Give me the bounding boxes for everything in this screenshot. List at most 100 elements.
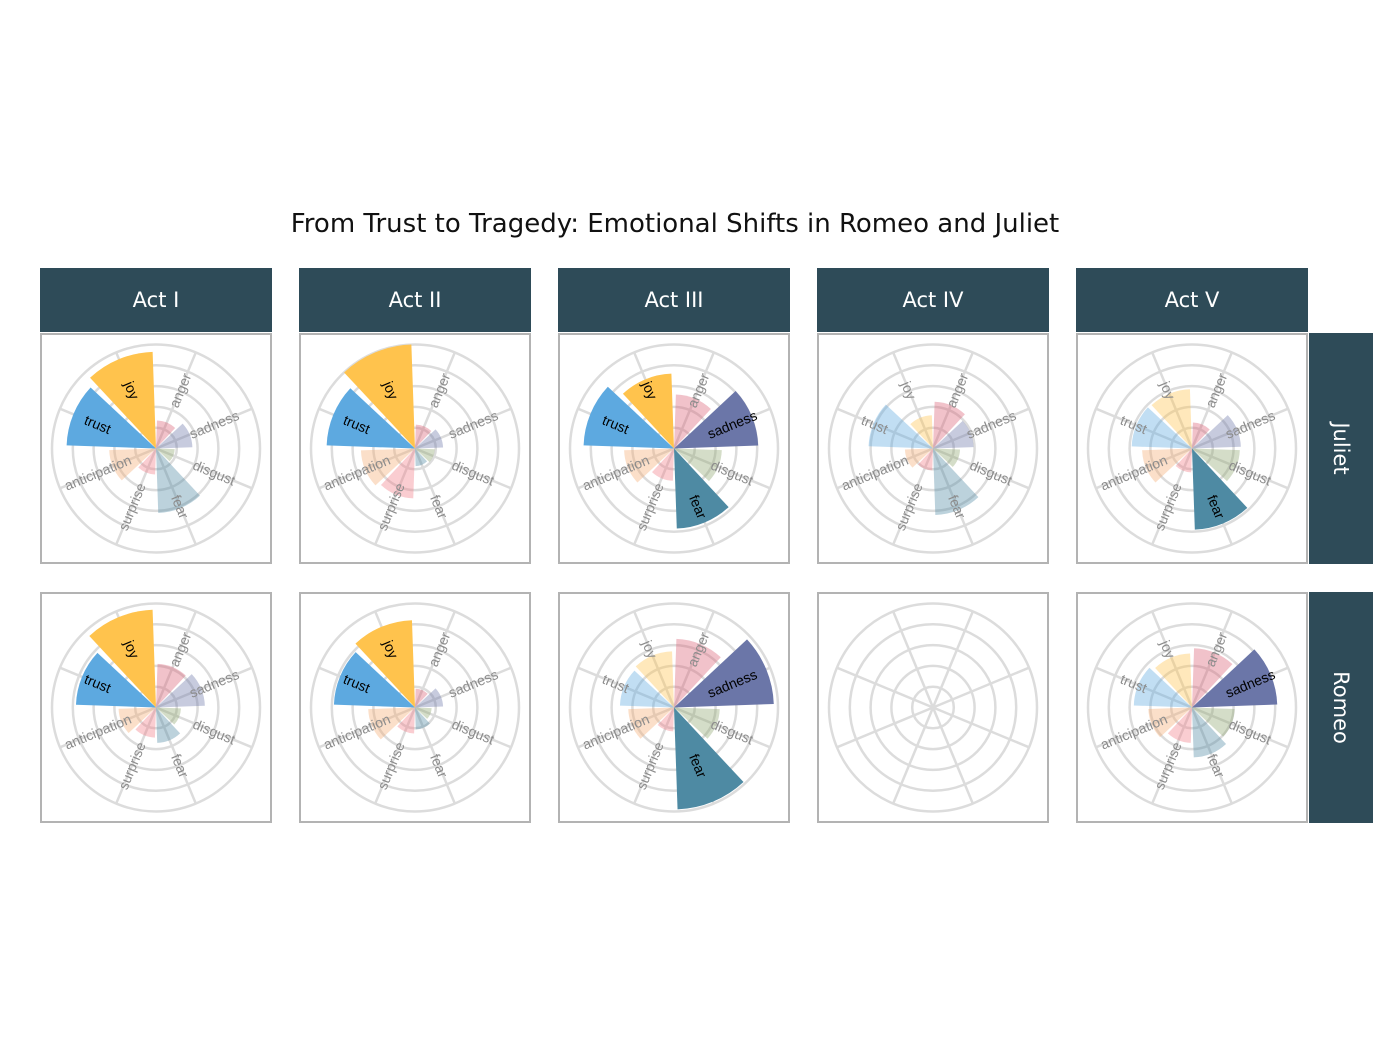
grid-ring: [910, 685, 956, 730]
grid-spoke: [673, 447, 771, 490]
panel-juliet-act-iii: angersadnessdisgustfearsurpriseanticipat…: [558, 333, 790, 564]
grid-spoke: [1095, 407, 1193, 450]
grid-ring: [330, 623, 500, 792]
bar-joy: [622, 373, 674, 449]
bar-fear: [156, 707, 181, 743]
grid-ring: [92, 384, 220, 513]
panel-juliet-act-i: angersadnessdisgustfearsurpriseanticipat…: [40, 333, 272, 564]
bar-fear: [933, 448, 979, 516]
strip-act-ii: Act II: [299, 268, 531, 332]
strip-act-i: Act I: [40, 268, 272, 332]
grid-ring: [869, 643, 997, 772]
grid-spoke: [155, 447, 253, 490]
grid-ring: [1128, 643, 1256, 772]
bar-joy: [90, 351, 156, 449]
grid-ring: [1149, 664, 1235, 751]
grid-spoke: [633, 707, 676, 805]
bar-sadness: [933, 420, 974, 449]
grid-spoke: [577, 447, 675, 490]
grid-ring: [1149, 405, 1235, 492]
grid-ring: [827, 343, 1039, 554]
grid-spoke: [892, 351, 935, 449]
grid-spoke: [154, 707, 197, 805]
bar-joy: [355, 620, 415, 708]
grid-spoke: [413, 707, 456, 805]
bar-joy: [1155, 653, 1192, 708]
grid-ring: [113, 405, 199, 492]
grid-ring: [50, 343, 262, 554]
grid-spoke: [59, 706, 157, 749]
strip-background: [1309, 592, 1373, 823]
grid-ring: [848, 623, 1018, 792]
strip-background: [817, 268, 1049, 332]
grid-ring: [330, 364, 500, 533]
bar-surprise: [135, 707, 156, 738]
grid-spoke: [577, 666, 675, 709]
bar-surprise: [380, 448, 415, 499]
bar-anger: [933, 401, 965, 449]
grid-spoke: [932, 666, 1030, 709]
bar-anger: [1192, 422, 1210, 449]
grid-spoke: [931, 351, 974, 449]
bar-surprise: [1167, 707, 1192, 743]
label-joy: joy: [380, 378, 402, 402]
grid-spoke: [1151, 610, 1194, 708]
grid-spoke: [115, 448, 158, 546]
bar-disgust: [1192, 448, 1240, 482]
grid-ring: [50, 602, 262, 813]
bar-trust: [1133, 667, 1192, 708]
panel-romeo-act-iv: [817, 592, 1049, 823]
grid-ring: [92, 643, 220, 772]
grid-ring: [568, 602, 780, 813]
grid-spoke: [836, 407, 934, 450]
bar-anticipation: [368, 707, 415, 740]
grid-ring: [651, 426, 697, 471]
grid-spoke: [892, 707, 935, 805]
grid-ring: [631, 405, 717, 492]
bar-joy: [89, 609, 156, 708]
panel-romeo-act-iii: angersadnessdisgustfearsurpriseanticipat…: [558, 592, 790, 823]
grid-ring: [71, 623, 241, 792]
grid-ring: [568, 343, 780, 554]
bar-fear: [674, 707, 744, 810]
grid-ring: [589, 623, 759, 792]
bar-sadness: [1192, 649, 1278, 708]
chart-title: From Trust to Tragedy: Emotional Shifts …: [291, 209, 1060, 239]
bar-joy: [910, 415, 933, 449]
strip-label: Act IV: [902, 288, 964, 312]
grid-ring: [890, 405, 976, 492]
grid-spoke: [633, 610, 676, 708]
grid-spoke: [115, 707, 158, 805]
bar-surprise: [652, 448, 674, 481]
bar-trust: [583, 386, 674, 449]
bar-anticipation: [118, 707, 156, 734]
grid-ring: [1107, 623, 1277, 792]
bar-anticipation: [360, 448, 415, 486]
grid-spoke: [672, 351, 715, 449]
grid-ring: [1169, 685, 1215, 730]
strip-act-iii: Act III: [558, 268, 790, 332]
grid-spoke: [577, 706, 675, 749]
bar-surprise: [657, 707, 674, 732]
label-joy: joy: [380, 637, 402, 661]
bar-surprise: [138, 448, 156, 475]
grid-spoke: [932, 407, 1030, 450]
bar-sadness: [415, 429, 444, 449]
bar-trust: [326, 388, 415, 449]
grid-ring: [392, 426, 438, 471]
grid-ring: [133, 426, 179, 471]
grid-spoke: [154, 351, 197, 449]
bar-trust: [619, 670, 674, 708]
bar-surprise: [1175, 448, 1192, 473]
bar-fear: [674, 448, 729, 529]
bar-trust: [1131, 407, 1192, 449]
bar-sadness: [1192, 415, 1241, 449]
grid-ring: [309, 343, 521, 554]
grid-spoke: [931, 448, 974, 546]
bar-joy: [635, 651, 674, 708]
strip-label: Act V: [1165, 288, 1220, 312]
bar-fear: [156, 448, 200, 513]
grid-spoke: [413, 351, 456, 449]
bar-trust: [868, 404, 933, 449]
